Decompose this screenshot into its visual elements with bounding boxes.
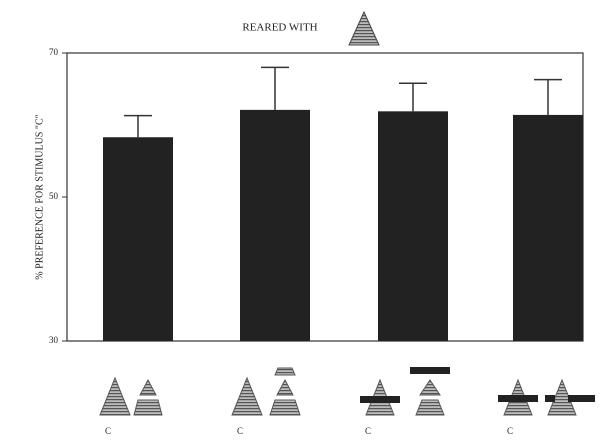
bar [513, 115, 583, 341]
bar [103, 137, 173, 341]
x-tick-label: C [365, 426, 371, 436]
bar [378, 111, 448, 341]
chart: REARED WITH % PREFERENCE FOR STIMULUS "C… [0, 0, 601, 440]
y-axis-label: % PREFERENCE FOR STIMULUS "C" [34, 114, 45, 279]
y-tick-label: 50 [49, 191, 59, 201]
page: {"chart_data": {"type": "bar", "title": … [0, 0, 601, 440]
x-tick-label: C [237, 426, 243, 436]
x-tick-label: C [507, 426, 513, 436]
bar [240, 110, 310, 341]
title-icon [349, 12, 379, 45]
y-tick-label: 70 [49, 47, 59, 57]
chart-title: REARED WITH [242, 22, 317, 34]
stimulus-icons [100, 368, 576, 415]
x-tick-label: C [105, 426, 111, 436]
y-tick-label: 30 [49, 335, 59, 345]
